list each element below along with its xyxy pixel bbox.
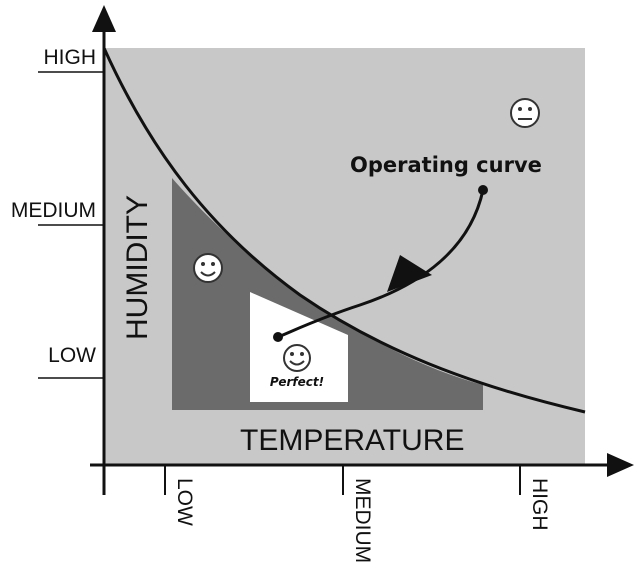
curve-dot: [273, 332, 283, 342]
curve-dot: [478, 185, 488, 195]
y-tick-label: MEDIUM: [11, 199, 96, 222]
x-tick-label: MEDIUM: [351, 478, 374, 563]
perfect-face: [283, 344, 311, 372]
neutral-face: [510, 98, 540, 128]
perfect-label: Perfect!: [270, 375, 324, 389]
x-tick-label: HIGH: [528, 478, 551, 531]
y-axis-arrow: [92, 5, 116, 32]
x-tick-label: LOW: [173, 478, 196, 526]
operating-curve-arrow: [387, 255, 432, 292]
y-axis-label: HUMIDITY: [121, 195, 154, 340]
y-tick-label: HIGH: [44, 46, 97, 69]
x-axis-arrow: [607, 453, 634, 477]
operating-curve: [277, 189, 485, 339]
comfort-zone-inner: [172, 178, 483, 410]
x-axis-label: TEMPERATURE: [240, 424, 464, 457]
comfort-curve: [102, 47, 586, 414]
y-tick-label: LOW: [48, 344, 96, 367]
happy-face: [193, 253, 223, 283]
operating-curve-label: Operating curve: [350, 153, 542, 177]
